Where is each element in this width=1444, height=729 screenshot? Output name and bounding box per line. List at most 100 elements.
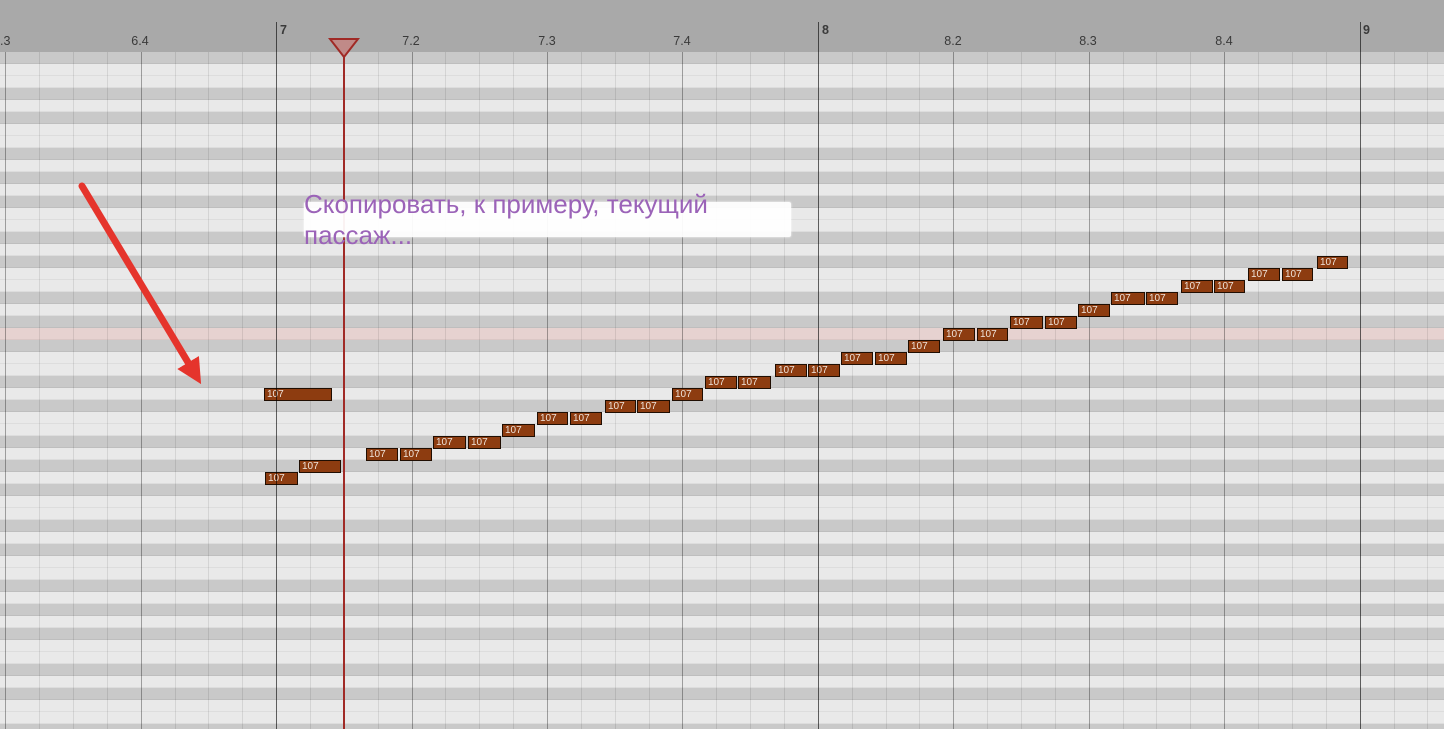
midi-note[interactable]: 107 <box>1248 268 1280 281</box>
sub-beat-line <box>750 52 752 729</box>
key-row[interactable] <box>0 640 1444 652</box>
midi-note[interactable]: 107 <box>1282 268 1313 281</box>
key-row[interactable] <box>0 280 1444 292</box>
note-velocity-label: 107 <box>811 365 828 376</box>
playhead-line[interactable] <box>342 52 345 729</box>
midi-note[interactable]: 107 <box>1146 292 1178 305</box>
ruler-beat-label: .3 <box>0 34 11 48</box>
timeline-ruler[interactable]: .3 6.4 7 7.2 7.3 7.4 8 8.2 8.3 8.4 9 <box>0 0 1444 52</box>
midi-note[interactable]: 107 <box>875 352 907 365</box>
midi-note[interactable]: 107 <box>468 436 501 449</box>
key-row[interactable] <box>0 484 1444 496</box>
midi-note[interactable]: 107 <box>605 400 636 413</box>
midi-note[interactable]: 107 <box>705 376 737 389</box>
key-row[interactable] <box>0 676 1444 688</box>
midi-note[interactable]: 107 <box>433 436 466 449</box>
midi-note[interactable]: 107 <box>537 412 568 425</box>
midi-note[interactable]: 107 <box>738 376 771 389</box>
key-row[interactable] <box>0 460 1444 472</box>
note-velocity-label: 107 <box>675 389 692 400</box>
key-row[interactable] <box>0 268 1444 280</box>
key-row[interactable] <box>0 328 1444 340</box>
note-velocity-label: 107 <box>1251 269 1268 280</box>
midi-note[interactable]: 107 <box>808 364 840 377</box>
midi-note[interactable]: 107 <box>502 424 535 437</box>
sub-beat-line <box>445 52 447 729</box>
midi-note[interactable]: 107 <box>1010 316 1043 329</box>
playhead-marker-icon[interactable] <box>327 36 360 60</box>
key-row[interactable] <box>0 292 1444 304</box>
key-row[interactable] <box>0 388 1444 400</box>
key-row[interactable] <box>0 364 1444 376</box>
key-row[interactable] <box>0 64 1444 76</box>
midi-note[interactable]: 107 <box>400 448 432 461</box>
key-row[interactable] <box>0 628 1444 640</box>
midi-note[interactable]: 107 <box>299 460 341 473</box>
midi-note[interactable]: 107 <box>1181 280 1213 293</box>
midi-note[interactable]: 107 <box>908 340 940 353</box>
midi-note[interactable]: 107 <box>637 400 670 413</box>
midi-note[interactable]: 107 <box>265 472 298 485</box>
key-row[interactable] <box>0 544 1444 556</box>
key-row[interactable] <box>0 508 1444 520</box>
midi-note[interactable]: 107 <box>1214 280 1245 293</box>
key-row[interactable] <box>0 556 1444 568</box>
key-row[interactable] <box>0 76 1444 88</box>
key-row[interactable] <box>0 256 1444 268</box>
midi-note[interactable]: 107 <box>943 328 975 341</box>
midi-note[interactable]: 107 <box>841 352 873 365</box>
key-row[interactable] <box>0 160 1444 172</box>
midi-note[interactable]: 107 <box>1078 304 1110 317</box>
note-velocity-label: 107 <box>1081 305 1098 316</box>
key-row[interactable] <box>0 664 1444 676</box>
key-row[interactable] <box>0 496 1444 508</box>
key-row[interactable] <box>0 148 1444 160</box>
key-row[interactable] <box>0 112 1444 124</box>
midi-note[interactable]: 107 <box>366 448 398 461</box>
midi-note[interactable]: 107 <box>1317 256 1348 269</box>
note-velocity-label: 107 <box>1013 317 1030 328</box>
key-row[interactable] <box>0 100 1444 112</box>
key-row[interactable] <box>0 568 1444 580</box>
midi-note[interactable]: 107 <box>672 388 703 401</box>
key-row[interactable] <box>0 472 1444 484</box>
key-row[interactable] <box>0 712 1444 724</box>
key-row[interactable] <box>0 448 1444 460</box>
midi-note[interactable]: 107 <box>570 412 602 425</box>
key-row[interactable] <box>0 520 1444 532</box>
key-row[interactable] <box>0 532 1444 544</box>
midi-note[interactable]: 107 <box>977 328 1008 341</box>
sub-beat-line <box>1054 52 1056 729</box>
key-row[interactable] <box>0 616 1444 628</box>
key-row[interactable] <box>0 400 1444 412</box>
key-row[interactable] <box>0 412 1444 424</box>
key-row[interactable] <box>0 592 1444 604</box>
key-row[interactable] <box>0 88 1444 100</box>
beat-line <box>1224 52 1226 729</box>
key-row[interactable] <box>0 244 1444 256</box>
key-row[interactable] <box>0 652 1444 664</box>
key-row[interactable] <box>0 124 1444 136</box>
key-row[interactable] <box>0 352 1444 364</box>
key-row[interactable] <box>0 436 1444 448</box>
sub-beat-line <box>39 52 41 729</box>
sub-beat-line <box>919 52 921 729</box>
key-row[interactable] <box>0 724 1444 729</box>
key-row[interactable] <box>0 52 1444 64</box>
key-row[interactable] <box>0 604 1444 616</box>
midi-note[interactable]: 107 <box>1045 316 1077 329</box>
key-row[interactable] <box>0 700 1444 712</box>
key-row[interactable] <box>0 316 1444 328</box>
key-row[interactable] <box>0 340 1444 352</box>
key-row[interactable] <box>0 580 1444 592</box>
key-row[interactable] <box>0 172 1444 184</box>
note-velocity-label: 107 <box>505 425 522 436</box>
key-row[interactable] <box>0 688 1444 700</box>
key-row[interactable] <box>0 136 1444 148</box>
midi-note[interactable]: 107 <box>775 364 807 377</box>
key-row[interactable] <box>0 184 1444 196</box>
midi-note[interactable]: 107 <box>1111 292 1145 305</box>
key-row[interactable] <box>0 424 1444 436</box>
midi-note[interactable]: 107 <box>264 388 332 401</box>
sub-beat-line <box>1427 52 1429 729</box>
